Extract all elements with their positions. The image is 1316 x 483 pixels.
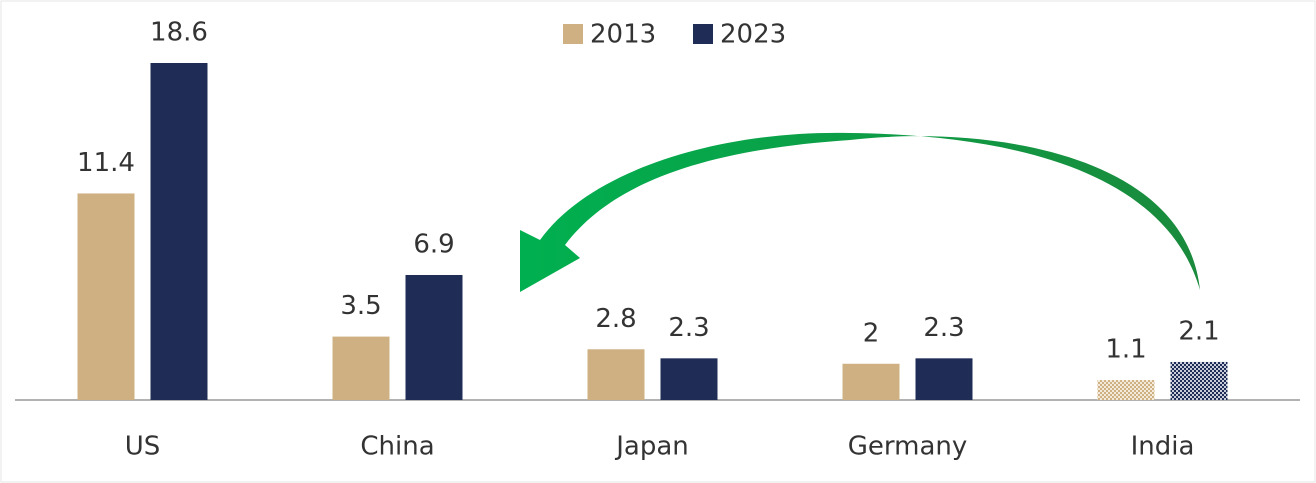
value-label: 6.9 <box>413 229 454 259</box>
bar <box>842 363 900 400</box>
bar <box>587 349 645 400</box>
legend-label: 2013 <box>590 20 656 50</box>
bar <box>1170 361 1228 400</box>
value-label: 3.5 <box>340 291 381 321</box>
value-label: 2.8 <box>595 304 636 334</box>
value-label: 2 <box>863 318 880 348</box>
value-label: 11.4 <box>77 148 135 178</box>
bar <box>77 193 135 400</box>
value-label: 2.3 <box>668 313 709 343</box>
bar <box>1097 380 1155 400</box>
arrow <box>520 132 1200 292</box>
x-tick-label: India <box>1131 432 1195 462</box>
x-tick-label: US <box>125 432 161 462</box>
x-tick-label: China <box>360 432 434 462</box>
value-label: 2.3 <box>923 313 964 343</box>
x-tick-label: Japan <box>614 432 689 462</box>
legend-swatch <box>693 24 713 44</box>
bar <box>660 358 718 400</box>
bar <box>150 63 208 400</box>
x-tick-label: Germany <box>848 432 968 462</box>
value-label: 18.6 <box>150 18 208 48</box>
value-label: 1.1 <box>1105 335 1146 365</box>
legend-swatch <box>563 24 583 44</box>
bar <box>405 274 463 400</box>
value-label: 2.1 <box>1178 316 1219 346</box>
bar <box>915 358 973 400</box>
bar <box>332 336 390 400</box>
legend-label: 2023 <box>720 20 786 50</box>
